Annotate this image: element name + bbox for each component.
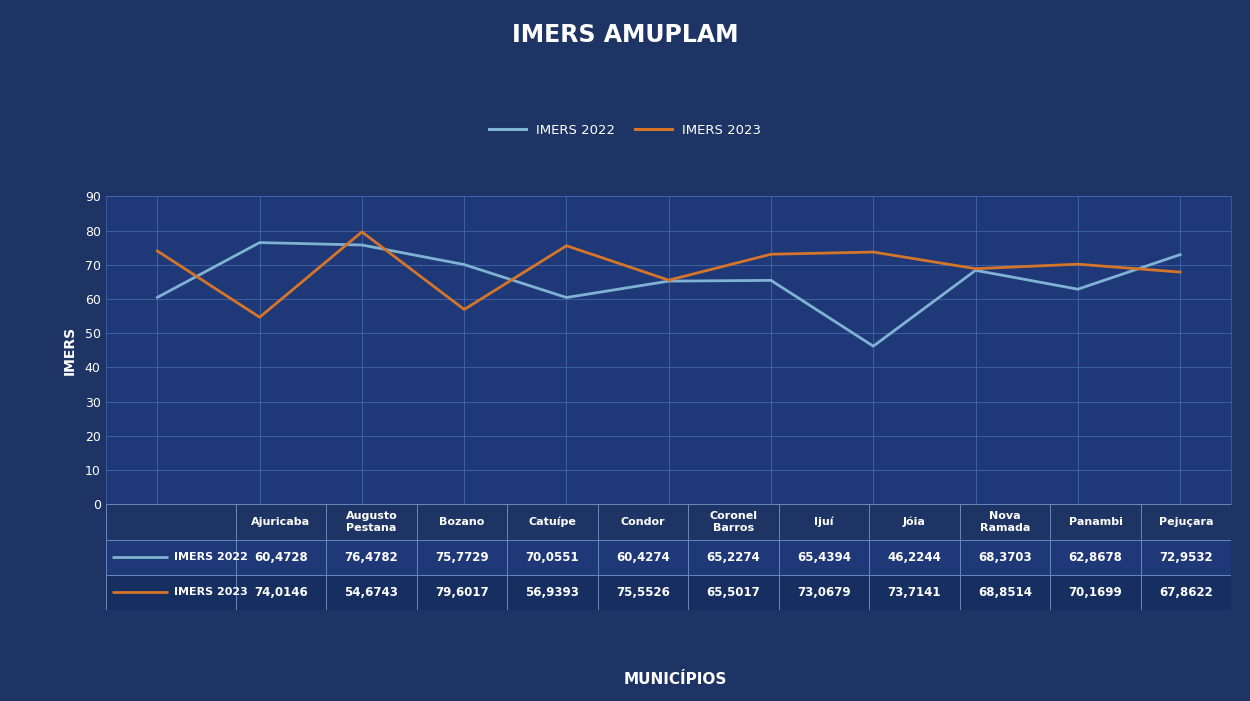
Text: 62,8678: 62,8678 — [1069, 551, 1122, 564]
FancyBboxPatch shape — [598, 505, 689, 540]
FancyBboxPatch shape — [1141, 540, 1231, 575]
FancyBboxPatch shape — [598, 540, 689, 575]
Y-axis label: IMERS: IMERS — [62, 326, 76, 375]
FancyBboxPatch shape — [779, 505, 869, 540]
FancyBboxPatch shape — [416, 575, 508, 610]
FancyBboxPatch shape — [779, 540, 869, 575]
Legend: IMERS 2022, IMERS 2023: IMERS 2022, IMERS 2023 — [484, 118, 766, 142]
FancyBboxPatch shape — [416, 505, 508, 540]
FancyBboxPatch shape — [689, 575, 779, 610]
FancyBboxPatch shape — [235, 575, 326, 610]
Text: 68,8514: 68,8514 — [978, 586, 1032, 599]
Text: 73,0679: 73,0679 — [798, 586, 851, 599]
FancyBboxPatch shape — [235, 540, 326, 575]
Text: 70,0551: 70,0551 — [525, 551, 579, 564]
Text: Coronel
Barros: Coronel Barros — [710, 511, 757, 533]
Text: Bozano: Bozano — [439, 517, 485, 527]
FancyBboxPatch shape — [779, 575, 869, 610]
FancyBboxPatch shape — [416, 540, 508, 575]
FancyBboxPatch shape — [326, 575, 416, 610]
Text: 75,7729: 75,7729 — [435, 551, 489, 564]
Text: Pejuçara: Pejuçara — [1159, 517, 1214, 527]
FancyBboxPatch shape — [869, 540, 960, 575]
Text: 67,8622: 67,8622 — [1159, 586, 1212, 599]
Text: 65,5017: 65,5017 — [706, 586, 760, 599]
Text: Condor: Condor — [620, 517, 665, 527]
FancyBboxPatch shape — [106, 505, 235, 540]
FancyBboxPatch shape — [508, 540, 598, 575]
Text: IMERS 2022: IMERS 2022 — [174, 552, 248, 562]
Text: 68,3703: 68,3703 — [979, 551, 1031, 564]
FancyBboxPatch shape — [1050, 575, 1141, 610]
FancyBboxPatch shape — [960, 505, 1050, 540]
Text: IMERS AMUPLAM: IMERS AMUPLAM — [511, 23, 739, 47]
FancyBboxPatch shape — [106, 540, 235, 575]
FancyBboxPatch shape — [1050, 505, 1141, 540]
Text: 79,6017: 79,6017 — [435, 586, 489, 599]
Text: MUNICÍPIOS: MUNICÍPIOS — [624, 672, 726, 687]
FancyBboxPatch shape — [598, 575, 689, 610]
Text: 76,4782: 76,4782 — [345, 551, 399, 564]
Text: Nova
Ramada: Nova Ramada — [980, 511, 1030, 533]
FancyBboxPatch shape — [1141, 505, 1231, 540]
FancyBboxPatch shape — [106, 575, 235, 610]
Text: 73,7141: 73,7141 — [888, 586, 941, 599]
Text: Panambi: Panambi — [1069, 517, 1122, 527]
Text: 54,6743: 54,6743 — [345, 586, 399, 599]
Text: Ajuricaba: Ajuricaba — [251, 517, 310, 527]
Text: Augusto
Pestana: Augusto Pestana — [345, 511, 398, 533]
Text: Catuípe: Catuípe — [529, 517, 576, 527]
FancyBboxPatch shape — [235, 505, 326, 540]
Text: 56,9393: 56,9393 — [525, 586, 579, 599]
Text: Jóia: Jóia — [902, 517, 926, 527]
Text: 60,4274: 60,4274 — [616, 551, 670, 564]
Text: Ijuí: Ijuí — [814, 517, 834, 527]
Text: 60,4728: 60,4728 — [254, 551, 308, 564]
Text: 65,2274: 65,2274 — [706, 551, 760, 564]
Text: 74,0146: 74,0146 — [254, 586, 308, 599]
FancyBboxPatch shape — [960, 575, 1050, 610]
FancyBboxPatch shape — [689, 540, 779, 575]
Text: 75,5526: 75,5526 — [616, 586, 670, 599]
Text: 65,4394: 65,4394 — [798, 551, 851, 564]
FancyBboxPatch shape — [960, 540, 1050, 575]
Text: 46,2244: 46,2244 — [888, 551, 941, 564]
FancyBboxPatch shape — [1050, 540, 1141, 575]
FancyBboxPatch shape — [508, 505, 598, 540]
FancyBboxPatch shape — [1141, 575, 1231, 610]
FancyBboxPatch shape — [689, 505, 779, 540]
FancyBboxPatch shape — [326, 505, 416, 540]
Text: 72,9532: 72,9532 — [1159, 551, 1212, 564]
FancyBboxPatch shape — [326, 540, 416, 575]
FancyBboxPatch shape — [869, 575, 960, 610]
Text: 70,1699: 70,1699 — [1069, 586, 1122, 599]
FancyBboxPatch shape — [508, 575, 598, 610]
Text: IMERS 2023: IMERS 2023 — [174, 587, 248, 597]
FancyBboxPatch shape — [869, 505, 960, 540]
